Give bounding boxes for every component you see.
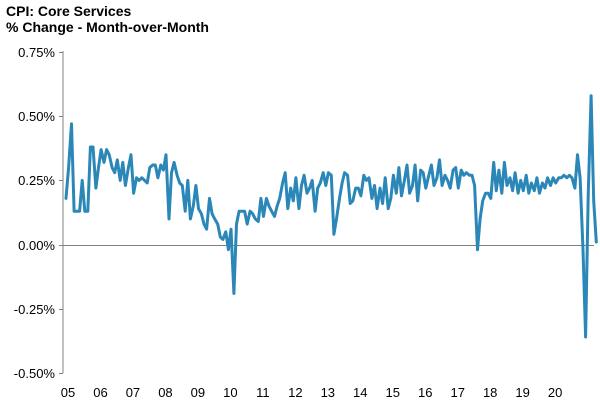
- x-tick-label: 05: [61, 385, 75, 400]
- y-tick-label: 0.00%: [18, 238, 55, 253]
- chart-subtitle: % Change - Month-over-Month: [6, 19, 209, 35]
- chart-title-block: CPI: Core Services % Change - Month-over…: [6, 3, 209, 35]
- x-tick-label: 11: [256, 385, 270, 400]
- x-tick-label: 10: [223, 385, 237, 400]
- y-tick-label: 0.25%: [18, 173, 55, 188]
- x-tick-label: 06: [93, 385, 107, 400]
- y-tick-label: -0.25%: [14, 302, 56, 317]
- y-tick-label: 0.50%: [18, 109, 55, 124]
- x-tick-label: 09: [191, 385, 205, 400]
- x-tick-label: 08: [158, 385, 172, 400]
- x-tick-label: 16: [418, 385, 432, 400]
- y-tick-label: -0.50%: [14, 366, 56, 381]
- x-tick-label: 20: [548, 385, 562, 400]
- x-tick-label: 14: [353, 385, 367, 400]
- y-tick-label: 0.75%: [18, 45, 55, 60]
- x-tick-label: 13: [321, 385, 335, 400]
- chart-title: CPI: Core Services: [6, 3, 132, 19]
- x-tick-label: 12: [288, 385, 302, 400]
- x-tick-label: 18: [483, 385, 497, 400]
- x-tick-label: 17: [450, 385, 464, 400]
- series-line: [64, 94, 598, 339]
- x-tick-label: 07: [126, 385, 140, 400]
- x-tick-label: 15: [386, 385, 400, 400]
- x-tick-label: 19: [515, 385, 529, 400]
